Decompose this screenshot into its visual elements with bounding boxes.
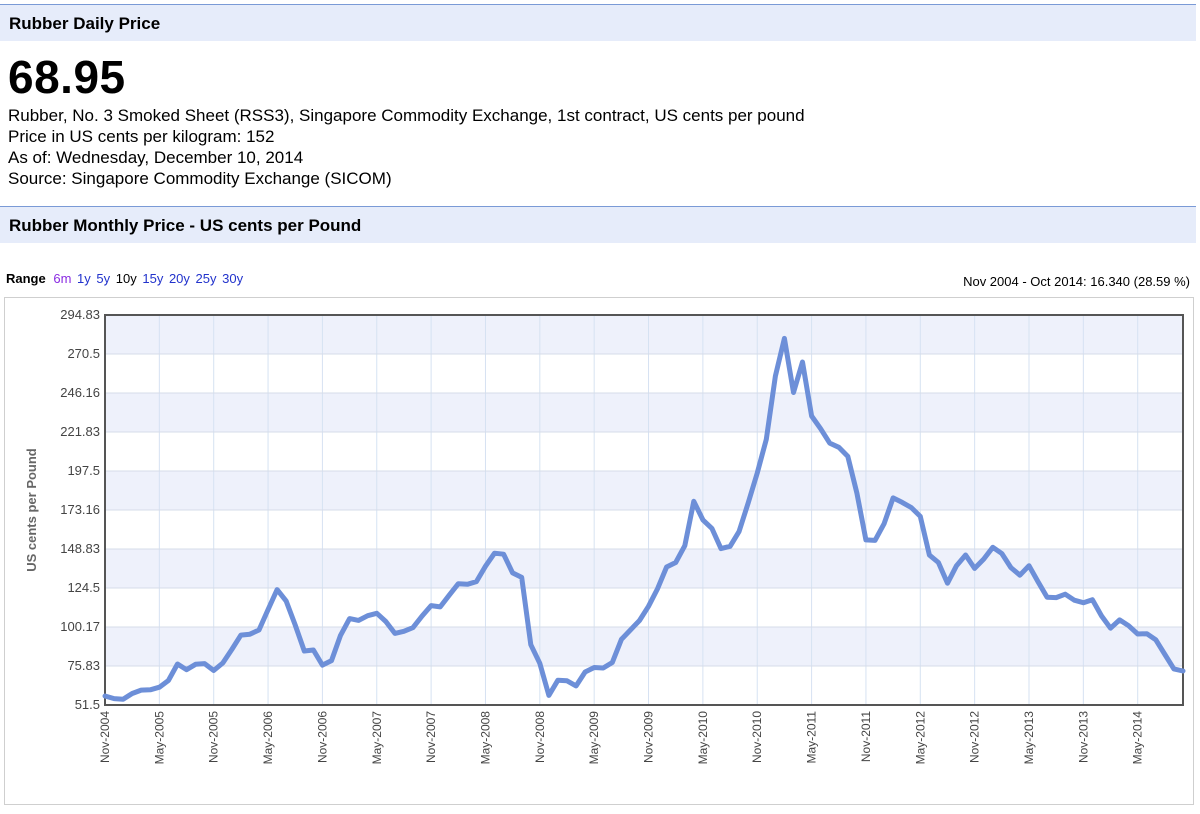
x-tick-label: Nov-2012 [968, 711, 982, 763]
plot-area-border [104, 314, 1184, 706]
y-tick-label: 270.5 [67, 346, 100, 361]
x-tick-label: May-2013 [1022, 711, 1036, 765]
chart-band [105, 315, 1183, 354]
chart-band [105, 393, 1183, 432]
range-label: Range [6, 271, 46, 286]
y-tick-label: 294.83 [60, 307, 100, 322]
data-source: Source: Singapore Commodity Exchange (SI… [8, 169, 392, 188]
x-tick-label: May-2012 [913, 711, 927, 765]
y-tick-label: 124.5 [67, 580, 100, 595]
price-per-kilogram: Price in US cents per kilogram: 152 [8, 127, 275, 146]
y-tick-label: 100.17 [60, 619, 100, 634]
series-line [102, 335, 1186, 702]
x-tick-label: May-2014 [1131, 711, 1145, 765]
range-25y-link[interactable]: 25y [195, 271, 217, 286]
range-30y-link[interactable]: 30y [222, 271, 244, 286]
x-tick-label: May-2008 [478, 711, 492, 765]
chart-frame [4, 297, 1194, 805]
range-summary: Nov 2004 - Oct 2014: 16.340 (28.59 %) [963, 274, 1190, 289]
x-tick-label: Nov-2013 [1076, 711, 1090, 763]
x-tick-label: Nov-2004 [98, 711, 112, 763]
range-5y-link[interactable]: 5y [96, 271, 111, 286]
x-tick-label: Nov-2010 [750, 711, 764, 763]
x-tick-label: May-2009 [587, 711, 601, 765]
range-10y-link[interactable]: 10y [115, 271, 137, 286]
as-of-date: As of: Wednesday, December 10, 2014 [8, 148, 304, 167]
x-tick-label: Nov-2007 [424, 711, 438, 763]
chart-bands [105, 315, 1183, 705]
x-tick-label: Nov-2005 [207, 711, 221, 763]
x-tick-label: May-2005 [152, 711, 166, 765]
range-6m-link[interactable]: 6m [53, 271, 72, 286]
chart-band [105, 510, 1183, 549]
monthly-price-chart: 51.5 75.83 100.17 124.5 148.83 173.16 197.5 221… [24, 307, 1186, 765]
range-selector: Range 6m 1y 5y 10y 15y 20y 25y 30y [6, 271, 245, 286]
x-axis-tick-labels: Nov-2004 May-2005 Nov-2005 May-2006 Nov-2006… [98, 711, 1145, 765]
x-tick-label: Nov-2006 [315, 711, 329, 763]
range-15y-link[interactable]: 15y [142, 271, 164, 286]
x-tick-label: May-2006 [261, 711, 275, 765]
y-axis-label: US cents per Pound [24, 448, 39, 572]
x-tick-label: Nov-2008 [533, 711, 547, 763]
x-tick-label: May-2011 [805, 711, 819, 764]
instrument-description: Rubber, No. 3 Smoked Sheet (RSS3), Singa… [8, 106, 805, 125]
y-tick-label: 246.16 [60, 385, 100, 400]
chart-band [105, 627, 1183, 666]
y-tick-label: 221.83 [60, 424, 100, 439]
monthly-price-header: Rubber Monthly Price - US cents per Poun… [0, 206, 1196, 243]
y-tick-label: 51.5 [75, 697, 100, 712]
x-tick-label: May-2010 [696, 711, 710, 765]
y-axis-tick-labels: 51.5 75.83 100.17 124.5 148.83 173.16 197.5 221… [60, 307, 100, 712]
y-tick-label: 173.16 [60, 502, 100, 517]
x-tick-label: Nov-2011 [859, 711, 873, 762]
y-tick-label: 75.83 [67, 658, 100, 673]
x-tick-label: May-2007 [370, 711, 384, 765]
y-tick-label: 197.5 [67, 463, 100, 478]
chart-band [105, 666, 1183, 705]
chart-band [105, 588, 1183, 627]
chart-band [105, 432, 1183, 471]
daily-price-value: 68.95 [8, 51, 126, 103]
chart-band [105, 354, 1183, 393]
y-tick-label: 148.83 [60, 541, 100, 556]
chart-band [105, 471, 1183, 510]
range-20y-link[interactable]: 20y [168, 271, 190, 286]
chart-band [105, 549, 1183, 588]
x-tick-label: Nov-2009 [642, 711, 656, 763]
daily-price-header: Rubber Daily Price [0, 4, 1196, 41]
range-1y-link[interactable]: 1y [77, 271, 91, 286]
